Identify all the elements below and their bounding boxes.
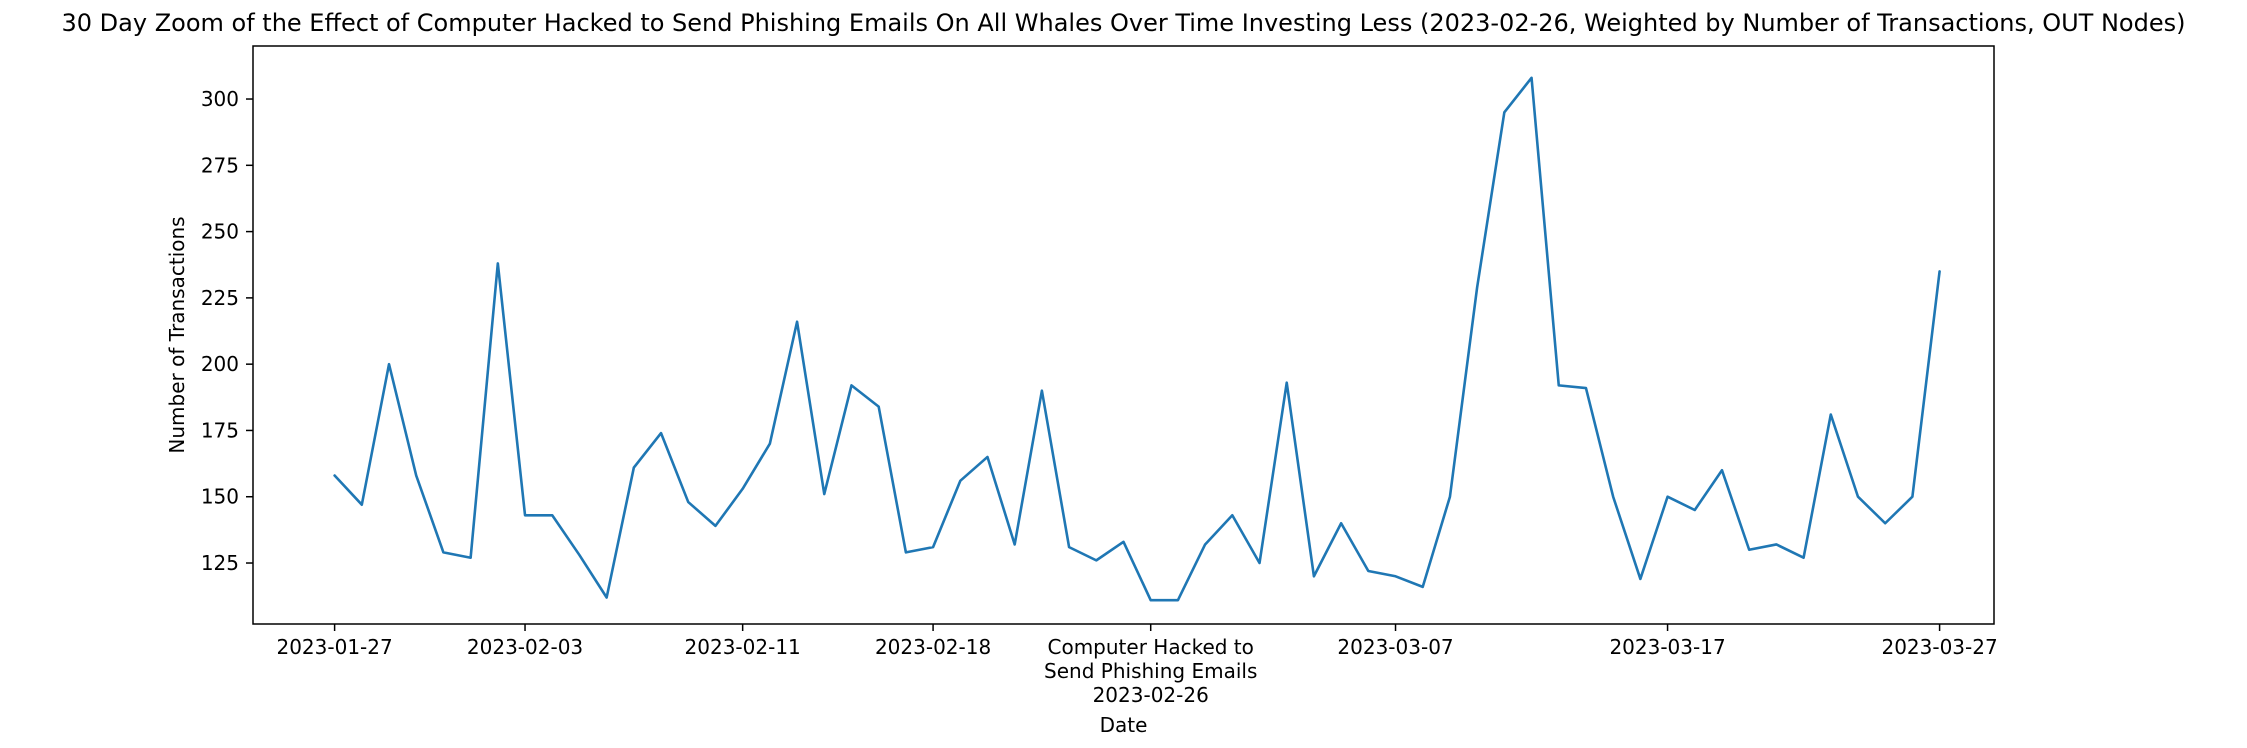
x-tick-label: 2023-01-27 — [276, 635, 392, 659]
y-tick-label: 200 — [201, 352, 239, 376]
x-tick-label: 2023-03-27 — [1881, 635, 1997, 659]
y-tick-label: 225 — [201, 286, 239, 310]
series-line-transactions — [333, 76, 1941, 602]
x-axis-label: Date — [1100, 713, 1148, 737]
x-tick-label: 2023-02-11 — [685, 635, 801, 659]
y-tick-label: 275 — [201, 153, 239, 177]
y-tick-label: 175 — [201, 418, 239, 442]
x-tick-label: 2023-03-17 — [1609, 635, 1725, 659]
x-tick-label: 2023-02-18 — [875, 635, 991, 659]
x-tick-label: Computer Hacked to Send Phishing Emails 20… — [1044, 635, 1257, 707]
x-tick-label: 2023-02-03 — [467, 635, 583, 659]
x-axis: 2023-01-27 2023-02-03 2023-02-11 2023-02-18… — [276, 624, 1998, 707]
plot-area-frame — [252, 45, 1995, 625]
y-axis-label: Number of Transactions — [165, 216, 189, 453]
y-tick-label: 125 — [201, 551, 239, 575]
y-tick-label: 300 — [201, 87, 239, 111]
x-tick-label: 2023-03-07 — [1337, 635, 1453, 659]
chart-title: 30 Day Zoom of the Effect of Computer Ha… — [62, 9, 2186, 37]
y-tick-label: 150 — [201, 485, 239, 509]
y-axis: 125 150 175 200 225 250 275 300 — [201, 87, 253, 575]
y-tick-label: 250 — [201, 220, 239, 244]
